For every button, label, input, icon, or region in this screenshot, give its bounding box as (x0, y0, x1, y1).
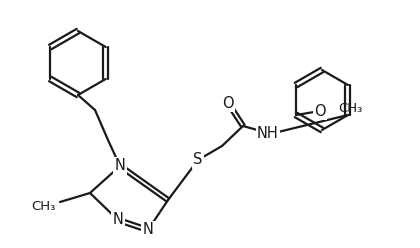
Text: NH: NH (257, 125, 279, 141)
Text: N: N (113, 213, 123, 227)
Text: CH₃: CH₃ (338, 102, 362, 116)
Text: S: S (193, 153, 203, 167)
Text: N: N (142, 222, 153, 238)
Text: CH₃: CH₃ (32, 199, 56, 213)
Text: O: O (314, 103, 326, 119)
Text: N: N (115, 158, 126, 174)
Text: O: O (222, 95, 234, 111)
